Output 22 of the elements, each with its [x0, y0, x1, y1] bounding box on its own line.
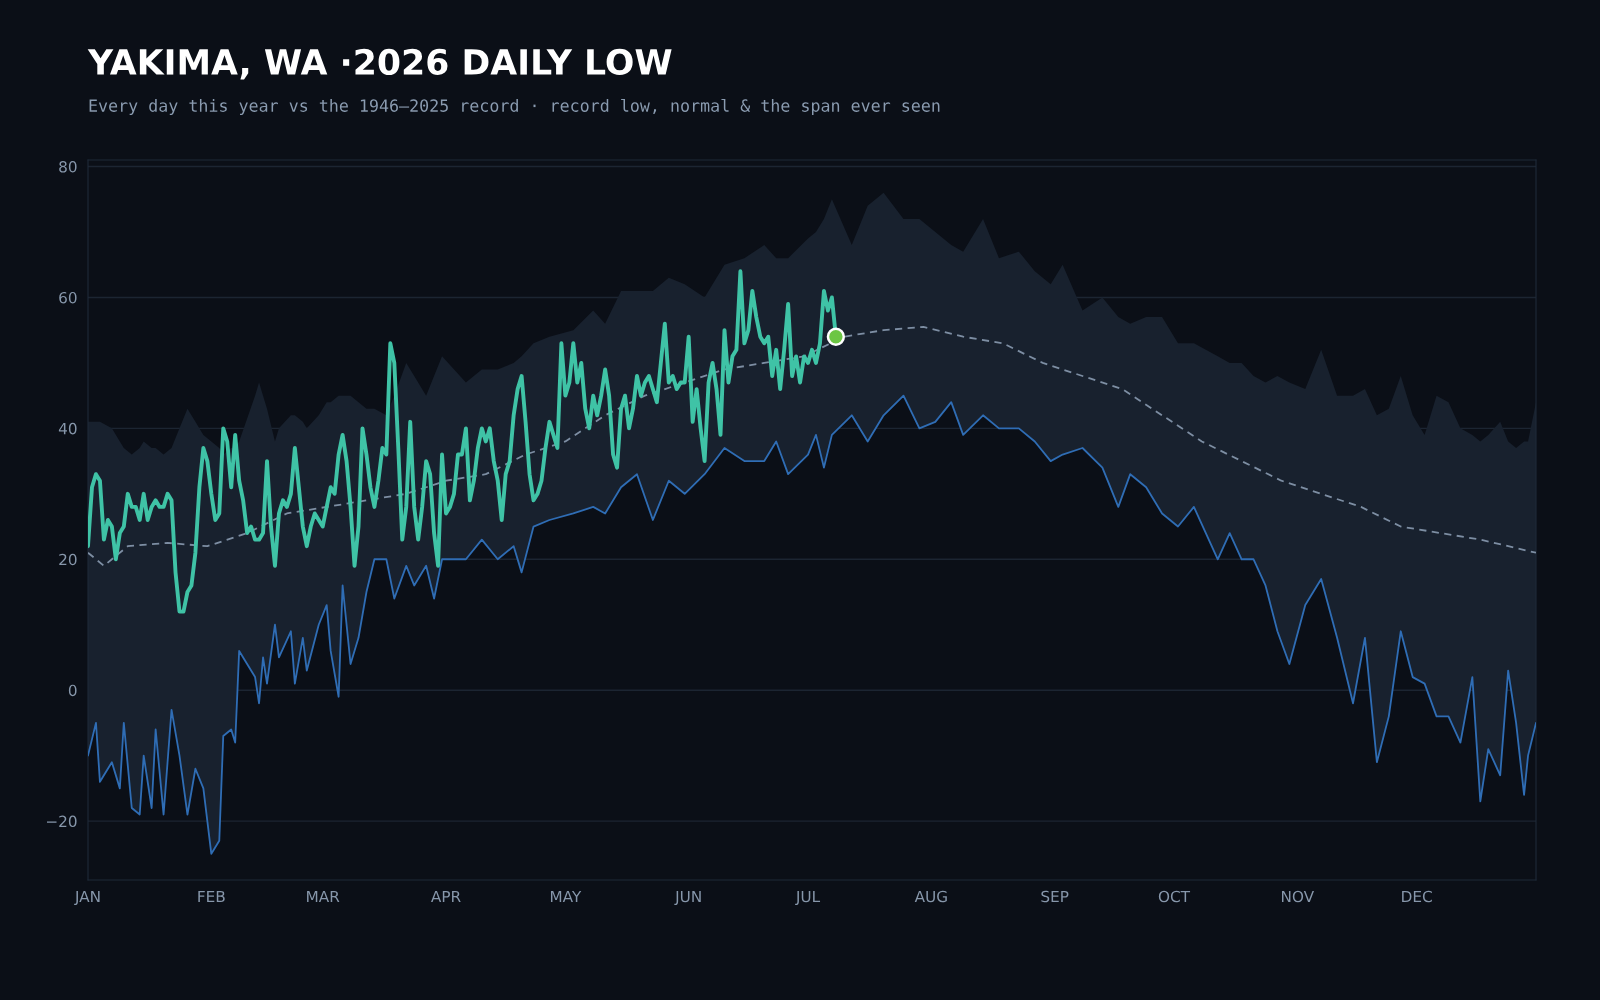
- y-tick-label: 20: [59, 553, 77, 566]
- x-tick-label: NOV: [1282, 890, 1315, 903]
- x-tick-label: OCT: [1158, 890, 1191, 903]
- x-tick-label: FEB: [198, 890, 225, 903]
- chart-subtitle: Every day this year vs the 1946–2025 record · record low, normal & the span ever seen: [89, 98, 940, 116]
- y-tick-label: −20: [46, 815, 77, 828]
- x-tick-label: APR: [431, 890, 461, 903]
- y-tick-label: 0: [68, 684, 77, 697]
- x-tick-label: MAR: [307, 890, 340, 903]
- chart-title: YAKIMA, WA ·2026 DAILY LOW: [87, 48, 672, 80]
- y-tick-label: 60: [59, 291, 77, 304]
- line-series: [88, 394, 1536, 855]
- x-tick-label: DEC: [1402, 890, 1432, 903]
- x-tick-label: JAN: [74, 890, 100, 906]
- x-tick-label: JUL: [795, 890, 821, 906]
- y-tick-label: 80: [59, 161, 77, 173]
- y-tick-label: 40: [58, 422, 77, 435]
- line-series: [88, 326, 1536, 567]
- x-tick-label: JUN: [674, 890, 701, 906]
- x-tick-label: MAY: [550, 890, 582, 903]
- x-tick-label: AUG: [914, 890, 947, 903]
- x-tick-label: SEP: [1041, 890, 1069, 903]
